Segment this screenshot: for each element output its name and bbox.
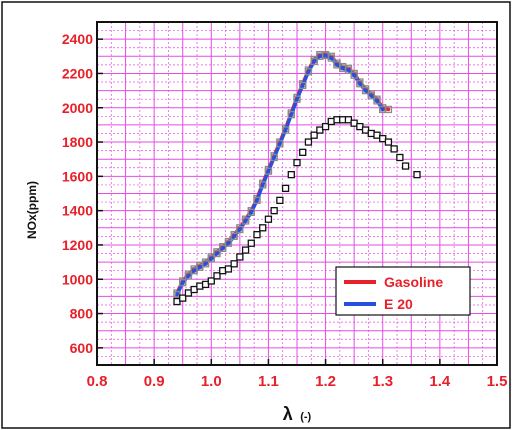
axis-layer: 0.8 0.9 1.0 1.1 1.2 1.3 1.4 1.5 600 800 1000 1200 14… [62, 31, 508, 390]
y-tick-label: 1600 [62, 168, 93, 184]
x-tick-label: 0.9 [144, 373, 165, 390]
data-point-marker [201, 260, 210, 268]
data-point-marker [179, 294, 187, 302]
data-point-marker [350, 71, 358, 79]
data-point-marker [384, 138, 393, 146]
legend-box [335, 266, 471, 316]
series-group [173, 116, 421, 306]
legend-label: E 20 [384, 296, 413, 312]
y-tick-label: 1200 [62, 237, 93, 253]
data-point-marker [184, 272, 193, 280]
data-point-marker [230, 232, 238, 241]
x-axis-label: λ (-) [283, 404, 312, 424]
series-group [173, 51, 387, 299]
data-point-marker [236, 225, 244, 234]
series-line [175, 53, 385, 297]
data-point-marker [379, 105, 387, 114]
data-point-marker [367, 92, 375, 100]
y-axis-label: NOx(ppm) [25, 181, 39, 239]
y-tick-label: 1000 [62, 271, 93, 287]
data-point-marker [344, 66, 353, 74]
data-point-marker [241, 217, 250, 225]
data-point-marker [299, 148, 307, 156]
data-point-marker [247, 208, 255, 217]
y-tick-label: 2200 [62, 65, 93, 81]
x-tick-label: 1.3 [372, 373, 393, 390]
x-axis-label-main: λ [283, 404, 293, 424]
data-point-marker [287, 170, 295, 179]
data-point-marker [270, 153, 278, 162]
data-point-marker [310, 57, 318, 66]
data-point-marker [264, 167, 273, 175]
y-tick-label: 2000 [62, 100, 93, 116]
x-tick-label: 1.5 [487, 373, 508, 390]
x-axis-label-unit: (-) [300, 411, 311, 423]
data-point-marker [247, 239, 255, 247]
data-point-marker [253, 196, 261, 205]
data-point-marker [281, 184, 290, 193]
data-point-marker [224, 265, 233, 273]
plot-area-frame [96, 21, 498, 366]
data-point-marker [396, 153, 404, 162]
x-tick-label: 1.0 [201, 373, 222, 390]
data-point-marker [253, 231, 261, 239]
data-point-marker [224, 239, 233, 247]
data-point-marker [213, 249, 221, 258]
data-point-marker [401, 162, 410, 170]
data-point-marker [207, 277, 215, 285]
y-tick-label: 1800 [62, 134, 93, 150]
data-point-marker [356, 80, 364, 88]
data-point-marker [361, 86, 370, 95]
y-tick-label: 2400 [62, 31, 93, 47]
data-point-marker [241, 246, 250, 254]
legend: Gasoline E 20 [335, 266, 471, 316]
data-point-marker [219, 244, 227, 253]
data-point-marker [293, 95, 301, 103]
data-point-marker [327, 54, 335, 62]
x-tick-label: 0.8 [87, 373, 108, 390]
data-point-marker [264, 215, 273, 223]
data-point-marker [373, 97, 381, 105]
data-point-marker [304, 68, 313, 76]
data-point-marker [230, 260, 238, 268]
data-point-marker [413, 170, 421, 179]
data-point-marker [390, 145, 398, 153]
x-tick-label: 1.4 [429, 373, 451, 390]
data-point-marker [179, 279, 187, 287]
data-point-marker [287, 110, 295, 119]
data-point-marker [259, 224, 267, 232]
legend-label: Gasoline [384, 274, 443, 290]
data-point-marker [213, 272, 221, 280]
y-tick-label: 1400 [62, 203, 93, 219]
data-point-marker [276, 140, 284, 148]
data-point-marker [281, 126, 290, 134]
data-point-marker [310, 131, 318, 139]
y-tick-label: 600 [70, 340, 94, 356]
x-tick-label: 1.2 [315, 373, 336, 390]
data-point-marker [276, 196, 284, 205]
y-tick-label: 800 [70, 306, 94, 322]
data-point-marker [270, 206, 278, 215]
data-point-marker [293, 158, 301, 167]
data-point-marker [304, 138, 313, 146]
x-tick-label: 1.1 [258, 373, 279, 390]
data-point-marker [259, 181, 267, 189]
series-layer [173, 50, 421, 306]
data-point-marker [207, 255, 215, 263]
data-point-marker [236, 253, 244, 261]
data-point-marker [299, 81, 307, 90]
data-point-marker [321, 122, 330, 131]
